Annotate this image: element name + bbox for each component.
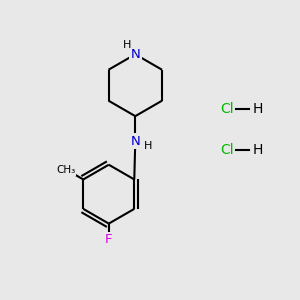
- Text: H: H: [253, 143, 263, 157]
- Text: H: H: [123, 40, 131, 50]
- Text: N: N: [130, 135, 140, 148]
- Text: F: F: [105, 233, 112, 246]
- Text: N: N: [130, 48, 140, 61]
- Text: H: H: [143, 142, 152, 152]
- Text: CH₃: CH₃: [56, 165, 76, 175]
- Text: Cl: Cl: [221, 143, 234, 157]
- Text: Cl: Cl: [221, 102, 234, 116]
- Text: H: H: [253, 102, 263, 116]
